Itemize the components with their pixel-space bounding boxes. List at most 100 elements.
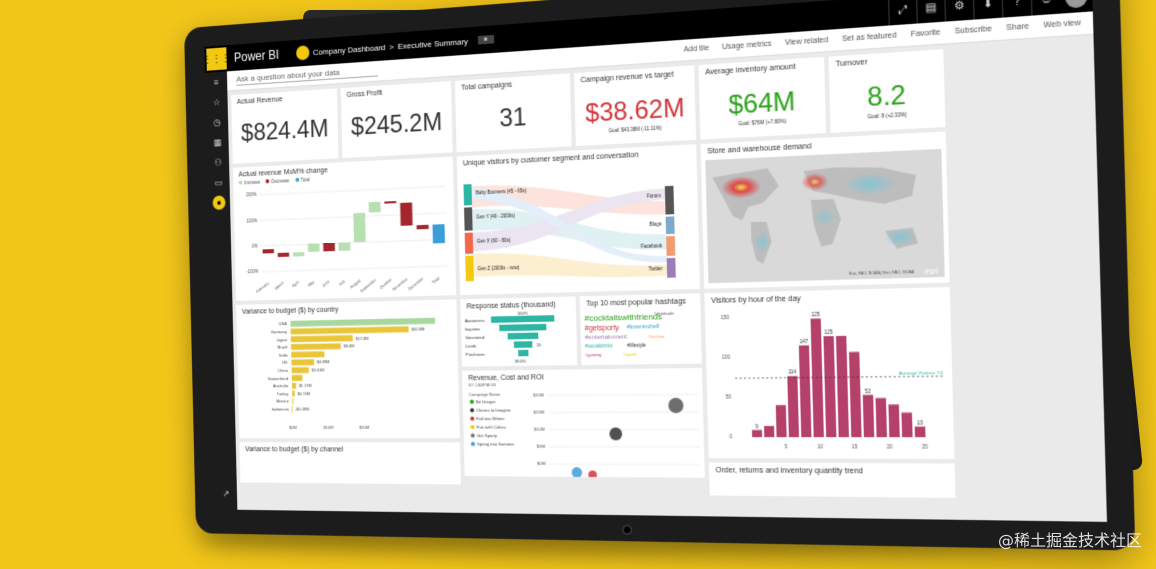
funnel-value: 18.6%	[514, 358, 526, 364]
download-icon[interactable]: ⬇	[973, 0, 1003, 20]
hamburger-icon[interactable]: ≡	[205, 71, 227, 93]
country-label: India	[279, 352, 288, 357]
kpi-tile-actual-revenue[interactable]: Actual Revenue $824.4M	[231, 88, 338, 163]
sankey-channel-label: Forum	[647, 193, 661, 199]
waterfall-chart: 200% 100% 0% -100% February March April May June…	[233, 178, 456, 299]
histogram-bar	[836, 336, 849, 437]
y-tick-label: 0	[729, 434, 732, 440]
demand-map: Esri, FAO, NOAA | Esri, FAO, NOAA esri	[701, 144, 950, 289]
y-tick-label: 100	[722, 355, 731, 361]
kpi-tile-campaign-revenue[interactable]: Campaign revenue vs target $38.62M Goal:…	[574, 65, 696, 146]
tile-title: Variance to budget ($) by channel	[239, 442, 460, 454]
screen: ⋮⋮⋮ Power BI Company Dashboard > Executi…	[204, 0, 1107, 522]
country-label: Indonesia	[272, 407, 290, 412]
webcam	[622, 525, 632, 535]
hashtag-word: #getsporty	[585, 324, 620, 332]
scatter-bubble	[588, 471, 597, 478]
hashtag-word: #fashion	[648, 333, 664, 339]
y-tick-label: $20M	[533, 393, 544, 398]
kpi-tile-inventory[interactable]: Average inventory amount $64M Goal: $76M…	[698, 57, 826, 140]
app-title: Power BI	[234, 47, 279, 64]
gridline	[261, 239, 447, 246]
usage-metrics-button[interactable]: Usage metrics	[722, 40, 772, 51]
waterfall-bar	[308, 243, 320, 252]
kpi-title: Turnover	[829, 49, 944, 69]
workspaces-icon[interactable]: ▭	[207, 172, 229, 193]
waterfall-tile[interactable]: Actual revenue MoM% change Increase Decr…	[233, 157, 456, 301]
legend-item: Cheers to Imagine	[476, 407, 511, 413]
clock-icon[interactable]: ◷	[206, 112, 228, 133]
average-label: Average Visitors: 74	[899, 369, 944, 375]
y-tick-label: 50	[726, 395, 732, 401]
budget-bar	[291, 351, 324, 357]
hashtags-tile[interactable]: Top 10 most popular hashtags #cocktailsw…	[580, 293, 702, 365]
breadcrumb-workspace[interactable]: Company Dashboard	[313, 42, 386, 56]
waterfall-bar	[263, 249, 274, 253]
legend-dot	[470, 417, 474, 421]
legend-item: Fall into Winter	[476, 416, 505, 421]
kpi-tile-total-campaigns[interactable]: Total campaigns 31	[455, 73, 572, 152]
set-featured-button[interactable]: Set as featured	[842, 32, 897, 44]
legend-item: Be Unique	[476, 399, 497, 404]
apps-icon[interactable]: ▦	[206, 132, 228, 153]
waterfall-bar	[293, 252, 305, 256]
funnel-tile[interactable]: Response status (thousand) Awareness Inq…	[460, 296, 577, 366]
breadcrumb-page[interactable]: Executive Summary	[398, 36, 469, 50]
share-button[interactable]: Share	[1006, 23, 1029, 33]
histogram-bar	[823, 336, 836, 437]
budget-channel-tile[interactable]: Variance to budget ($) by channel	[239, 442, 461, 484]
hashtag-word: #lifestyle	[627, 342, 646, 348]
histogram-tile[interactable]: Visitors by hour of the day 150 100 50 0 9 11…	[704, 287, 954, 459]
kpi-tile-turnover[interactable]: Turnover 8.2 Goal: 8 (+2.33%)	[829, 49, 946, 133]
y-tick-label: $10M	[534, 427, 545, 432]
waterfall-bar	[384, 201, 396, 204]
expand-icon[interactable]: ↗	[215, 483, 237, 503]
esri-logo: esri	[924, 268, 938, 276]
budget-country-tile[interactable]: Variance to budget ($) by country USA Ger…	[236, 299, 460, 438]
map-tile[interactable]: Store and warehouse demand	[701, 132, 950, 289]
gear-icon[interactable]: ⚙	[944, 0, 973, 22]
fullscreen-icon[interactable]: ⤢	[888, 0, 917, 26]
watermark: @稀土掘金技术社区	[998, 527, 1142, 551]
country-label: Japan	[276, 337, 287, 342]
legend-dot	[470, 408, 474, 412]
funnel-stage: Awareness	[465, 318, 485, 324]
shared-icon[interactable]: ⚇	[207, 152, 229, 173]
hashtag-word: #lovemixcheff	[627, 324, 660, 331]
legend-increase: Increase	[239, 180, 261, 186]
country-label: USA	[279, 321, 287, 326]
add-tile-button[interactable]: Add tile	[684, 45, 710, 54]
funnel-value: 100%	[517, 310, 528, 316]
bar-value-label: 125	[811, 312, 820, 318]
sankey-tile[interactable]: Unique visitors by customer segment and …	[457, 144, 700, 295]
favorite-button[interactable]: Favorite	[911, 29, 941, 39]
web-view-button[interactable]: Web view	[1043, 19, 1080, 30]
scatter-tile[interactable]: Revenue, Cost and ROI BY CAMPAIGN Campai…	[462, 368, 705, 478]
workspace-active-icon[interactable]: ●	[213, 195, 226, 210]
comment-icon[interactable]: ▤	[916, 0, 945, 24]
x-tick-label: July	[338, 278, 346, 287]
histogram-bar	[764, 426, 774, 437]
legend-title: Campaign Name	[469, 391, 502, 397]
kpi-value: 31	[456, 100, 572, 136]
order-trend-tile[interactable]: Order, returns and inventory quantity tr…	[709, 462, 956, 498]
histogram-bar	[787, 376, 799, 437]
view-related-button[interactable]: View related	[785, 36, 829, 47]
avatar[interactable]	[1065, 0, 1088, 9]
country-label: Brazil	[277, 345, 287, 350]
x-tick-label: 25	[922, 444, 929, 450]
histogram-bar	[915, 427, 926, 438]
country-label: Turkey	[277, 391, 290, 396]
waterfall-bar	[339, 242, 351, 251]
histogram-bar	[776, 405, 787, 437]
kpi-tile-gross-profit[interactable]: Gross Profit $245.2M	[341, 81, 453, 158]
budget-bar	[292, 391, 295, 397]
kpi-title: Campaign revenue vs target	[574, 65, 694, 85]
app-launcher-icon[interactable]: ⋮⋮⋮	[206, 47, 227, 71]
bar-value-label: $3.01M	[312, 367, 325, 372]
bar-value-label: 13	[917, 420, 924, 426]
star-icon[interactable]: ☆	[206, 91, 228, 112]
funnel-chart: Awareness Inquiries Generated Leads Purc…	[461, 308, 578, 365]
subscribe-button[interactable]: Subscribe	[955, 25, 992, 36]
budget-bar	[292, 367, 309, 373]
